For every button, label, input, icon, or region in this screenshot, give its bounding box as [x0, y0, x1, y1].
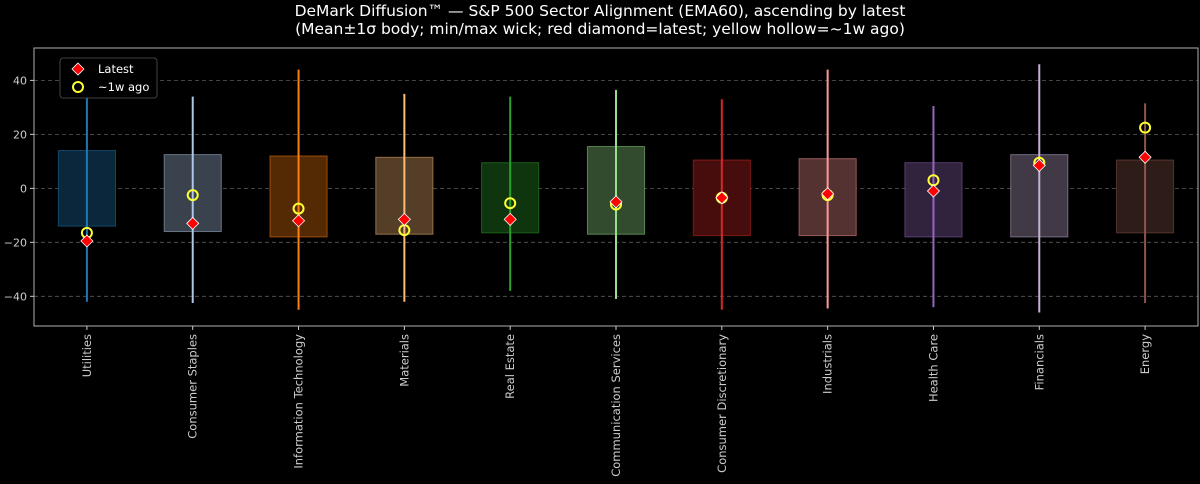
- x-tick-label: Industrials: [821, 334, 835, 394]
- sector-health-care: [904, 106, 963, 308]
- y-tick-label: −40: [4, 290, 27, 303]
- sector-consumer-discretionary: [692, 99, 751, 310]
- latest-marker-real-estate: [503, 212, 517, 226]
- axes: −40 −20 0 20 40 Utilities Consumer Staples Info…: [4, 74, 1152, 476]
- x-tick-label: Health Care: [926, 334, 940, 402]
- week-ago-marker-consumer-staples: [186, 189, 199, 202]
- y-tick-label: −20: [4, 236, 27, 249]
- y-tick-label: 0: [20, 182, 27, 195]
- latest-marker-industrials: [821, 187, 835, 201]
- y-tick-label: 40: [13, 74, 27, 87]
- latest-marker-information-technology: [291, 214, 306, 228]
- legend-week-ago-label: ~1w ago: [98, 80, 149, 94]
- sector-financials: [1010, 64, 1069, 313]
- chart-title: DeMark Diffusion™ — S&P 500 Sector Align…: [295, 2, 906, 20]
- legend-latest-label: Latest: [98, 62, 134, 76]
- chart-subtitle: (Mean±1σ body; min/max wick; red diamond…: [295, 20, 905, 38]
- sector-industrials: [798, 69, 857, 309]
- x-tick-label: Real Estate: [503, 334, 517, 399]
- sector-information-technology: [269, 69, 328, 310]
- sector-real-estate: [481, 96, 540, 291]
- latest-marker-utilities: [80, 234, 94, 248]
- week-ago-marker-real-estate: [504, 197, 517, 210]
- legend: Latest ~1w ago: [59, 57, 158, 99]
- sector-utilities: [57, 83, 116, 302]
- latest-marker-consumer-staples: [186, 216, 200, 231]
- legend-week-ago-marker: [72, 81, 84, 93]
- latest-marker-health-care: [926, 184, 941, 198]
- x-tick-label: Energy: [1138, 334, 1152, 374]
- plot-marks: [57, 64, 1175, 313]
- x-tick-label: Information Technology: [292, 334, 306, 469]
- sector-materials: [375, 93, 434, 302]
- latest-marker-materials: [397, 212, 411, 226]
- latest-marker-energy: [1138, 150, 1152, 164]
- sector-consumer-staples: [163, 96, 222, 304]
- latest-marker-communication-services: [609, 195, 623, 209]
- x-tick-label: Consumer Staples: [186, 334, 200, 439]
- week-ago-marker-information-technology: [292, 202, 305, 215]
- x-tick-label: Utilities: [80, 334, 94, 377]
- x-tick-label: Consumer Discretionary: [715, 334, 729, 473]
- legend-box: [59, 57, 158, 99]
- x-tick-label: Communication Services: [609, 334, 623, 477]
- legend-latest-marker: [71, 62, 85, 76]
- sector-energy: [1116, 103, 1175, 304]
- y-tick-label: 20: [13, 128, 27, 141]
- latest-marker-financials: [1032, 158, 1046, 172]
- week-ago-marker-energy: [1139, 121, 1152, 134]
- x-tick-label: Financials: [1032, 334, 1046, 390]
- x-tick-label: Materials: [397, 334, 411, 387]
- sector-communication-services: [586, 89, 646, 300]
- latest-marker-consumer-discretionary: [715, 191, 729, 205]
